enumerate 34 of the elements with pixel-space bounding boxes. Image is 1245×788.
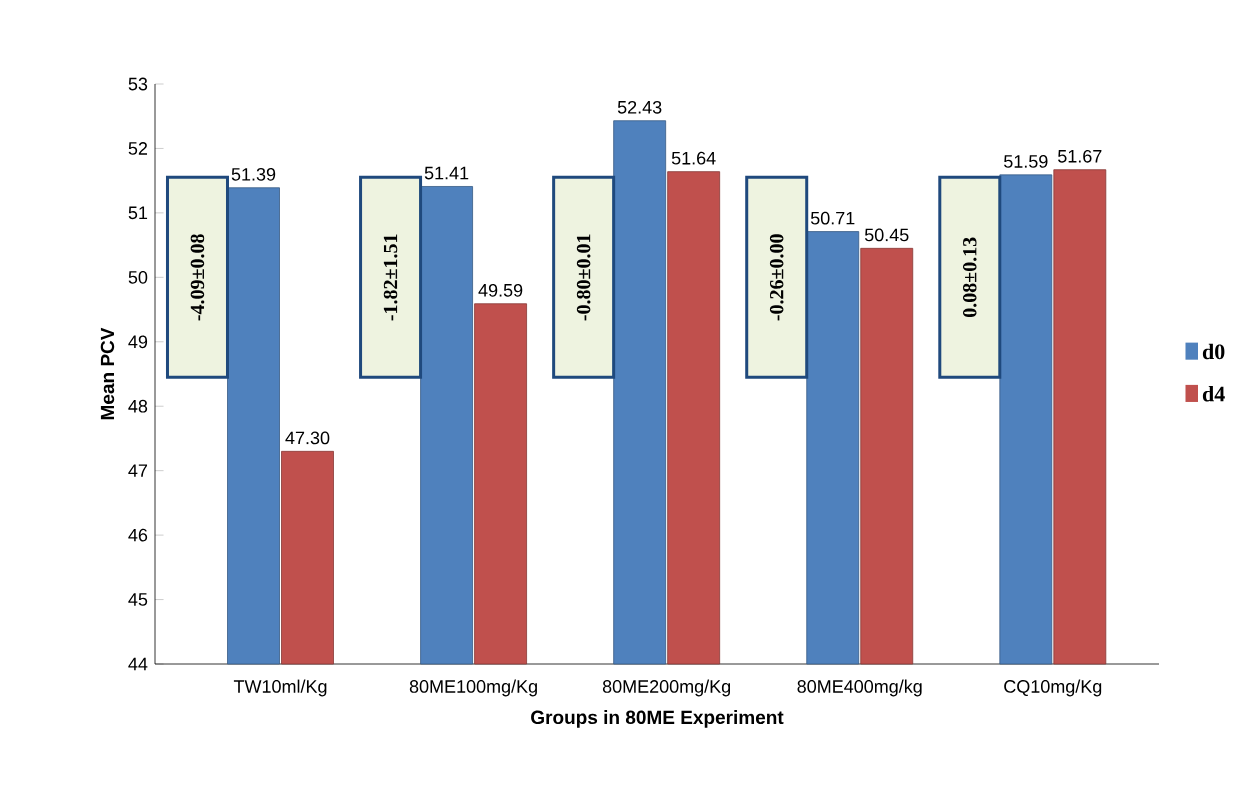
x-axis-title: Groups in 80ME Experiment	[531, 710, 784, 728]
data-label: 50.71	[810, 211, 855, 225]
y-tick-label: 45	[128, 593, 148, 606]
y-tick-label: 51	[128, 206, 148, 220]
data-label: 52.43	[617, 100, 662, 114]
y-tick-label: 48	[128, 399, 148, 413]
y-tick-label: 50	[128, 270, 148, 284]
x-tick-label: 80ME200mg/Kg	[602, 679, 731, 697]
annotation: -1.82±1.51	[383, 234, 398, 321]
x-tick-label: CQ10mg/Kg	[1004, 679, 1102, 697]
data-label: 51.64	[671, 151, 716, 165]
annotation: -0.26±0.00	[769, 234, 784, 321]
y-axis-title: Mean PCV	[100, 327, 115, 420]
x-tick-label: 80ME100mg/Kg	[409, 679, 537, 697]
annotation: -4.09±0.08	[190, 234, 205, 321]
data-label: 51.59	[1004, 155, 1048, 168]
data-label: 51.67	[1058, 149, 1102, 163]
annotation: -0.80±0.01	[576, 234, 591, 321]
y-tick-label: 44	[128, 657, 148, 671]
data-label: 51.41	[424, 166, 469, 180]
annotation: 0.08±0.13	[963, 237, 977, 318]
data-label: 49.59	[478, 283, 523, 297]
legend-label: d0	[1202, 343, 1225, 360]
y-tick-label: 53	[128, 77, 148, 91]
data-label: 50.45	[864, 228, 909, 242]
y-tick-label: 46	[128, 528, 148, 542]
x-tick-label: 80ME400mg/kg	[797, 679, 922, 697]
data-label: 51.39	[231, 167, 276, 181]
legend-label: d4	[1202, 386, 1225, 402]
y-tick-label: 49	[128, 335, 148, 349]
data-label: 47.30	[285, 431, 330, 445]
y-tick-label: 52	[128, 142, 148, 155]
x-tick-label: TW10ml/Kg	[233, 679, 327, 697]
y-tick-label: 47	[128, 464, 148, 477]
